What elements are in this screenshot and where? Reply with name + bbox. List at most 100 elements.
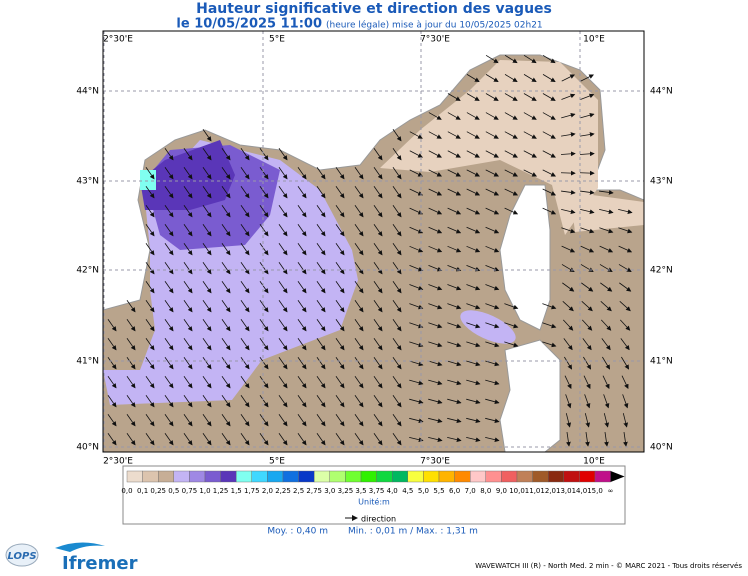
map	[103, 31, 644, 452]
arrow	[354, 395, 364, 408]
arrow	[579, 151, 595, 157]
arrow	[392, 376, 402, 389]
arrow	[485, 207, 500, 215]
arrow	[409, 303, 424, 310]
arrow	[485, 169, 499, 177]
legend-color	[173, 470, 190, 483]
wave-zone	[460, 310, 516, 344]
arrow	[542, 93, 556, 101]
legend-color	[235, 470, 252, 483]
arrow	[581, 319, 593, 331]
arrow	[373, 281, 383, 294]
arrow	[316, 395, 326, 408]
arrow	[618, 264, 632, 272]
lat-label: 40°N	[650, 443, 673, 453]
arrow	[409, 360, 424, 367]
arrow	[354, 167, 364, 180]
arrow	[240, 186, 250, 199]
arrow	[561, 227, 576, 234]
legend-label: 0,5	[168, 487, 179, 495]
arrow	[600, 319, 612, 331]
arrow	[164, 167, 174, 180]
legend-label: ∞	[608, 487, 614, 495]
arrow	[485, 93, 499, 101]
legend-label: 9,0	[496, 487, 507, 495]
arrow	[107, 357, 117, 370]
arrow	[373, 148, 383, 161]
arrow	[392, 224, 402, 237]
arrow	[485, 417, 500, 424]
arrow	[447, 284, 462, 291]
arrow	[373, 414, 383, 427]
arrow	[466, 284, 481, 291]
arrow	[561, 245, 576, 253]
arrow	[622, 413, 629, 428]
arrow	[183, 262, 193, 275]
arrow	[542, 169, 556, 177]
arrow	[259, 148, 269, 161]
arrow	[297, 300, 307, 313]
arrow	[164, 186, 174, 199]
arrow	[221, 300, 231, 313]
legend-color	[438, 470, 455, 483]
arrow	[409, 188, 424, 196]
lon-label: 7°30'E	[420, 457, 450, 467]
arrow	[183, 186, 193, 199]
island	[499, 339, 561, 452]
arrow	[373, 338, 383, 351]
arrow	[278, 376, 288, 389]
arrow	[316, 433, 326, 446]
arrow	[447, 417, 462, 424]
arrow	[601, 338, 611, 351]
arrow	[335, 281, 345, 294]
arrow	[145, 300, 155, 313]
arrow	[316, 319, 326, 332]
arrow	[164, 262, 174, 275]
arrow	[145, 376, 155, 389]
arrow	[221, 148, 231, 161]
legend-label: 12,0	[540, 487, 556, 495]
arrow	[164, 433, 174, 446]
arrow	[618, 227, 633, 234]
legend-label: 10,0	[509, 487, 525, 495]
arrow	[259, 300, 269, 313]
arrow	[107, 338, 117, 351]
arrow	[584, 394, 591, 409]
arrow	[316, 376, 326, 389]
arrow	[335, 319, 345, 332]
lat-label: 42°N	[650, 266, 673, 276]
arrow	[183, 148, 193, 161]
arrow	[164, 205, 174, 218]
arrow	[164, 376, 174, 389]
arrow	[164, 338, 174, 351]
arrow	[428, 284, 443, 291]
arrow	[316, 243, 326, 256]
arrow	[278, 262, 288, 275]
arrow	[504, 131, 518, 139]
lat-label: 42°N	[76, 266, 99, 276]
arrow	[485, 112, 499, 120]
arrow	[523, 93, 537, 101]
arrow	[428, 437, 443, 443]
arrow	[221, 167, 231, 180]
arrow	[183, 243, 193, 256]
arrow	[392, 300, 402, 313]
arrow	[428, 379, 443, 386]
legend-label: 1,25	[213, 487, 229, 495]
arrow	[621, 356, 630, 370]
arrow	[373, 395, 383, 408]
arrow	[335, 243, 345, 256]
direction: direction	[361, 515, 396, 524]
arrow	[466, 150, 480, 158]
arrow	[542, 54, 556, 64]
arrow	[183, 395, 193, 408]
update: (heure légale) mise à jour du 10/05/2025…	[326, 20, 543, 31]
legend-color	[282, 470, 299, 483]
legend-color	[204, 470, 221, 483]
legend-label: 2,0	[262, 487, 273, 495]
arrow	[561, 74, 575, 82]
arrow	[202, 357, 212, 370]
arrow	[622, 394, 629, 409]
lops: LOPS	[7, 551, 36, 562]
arrow	[278, 281, 288, 294]
